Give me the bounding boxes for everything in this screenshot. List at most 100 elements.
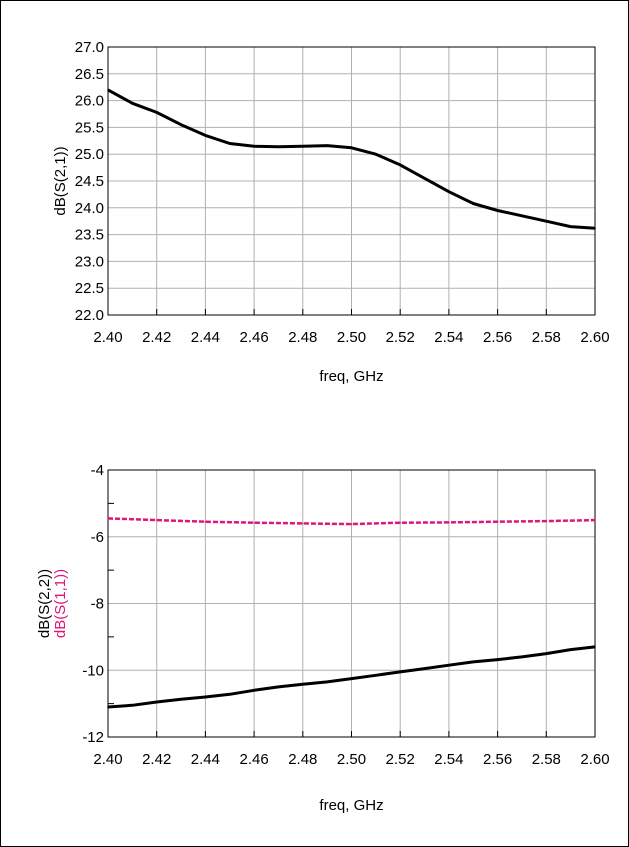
data-point [204,696,207,698]
data-point [155,519,158,521]
data-point [399,671,402,673]
data-point [472,202,475,205]
data-point [569,648,572,651]
data-point [448,664,450,667]
y-tick-label: 26.0 [75,93,104,110]
data-point [253,521,255,524]
data-point [253,145,255,147]
y-tick-label: -6 [91,529,104,546]
plot-border [107,469,596,738]
data-point [131,704,134,707]
data-point [350,677,353,680]
x-tick-label: 2.46 [239,751,268,768]
data-point [350,146,353,149]
x-tick-label: 2.50 [337,329,366,346]
x-tick-label: 2.52 [386,751,415,768]
data-point [423,667,426,670]
y-axis-label: dB(S(2,1)) [52,146,69,215]
x-tick-label: 2.56 [483,751,512,768]
data-point [155,701,158,703]
data-point [155,111,158,114]
y-tick-label: 24.0 [75,200,104,217]
data-point [228,693,231,696]
plot-border [107,46,596,316]
data-point [180,698,182,701]
data-point [569,225,572,228]
y-tick-label: 22.5 [75,280,104,297]
x-tick-label: 2.40 [93,329,122,346]
data-point [448,521,450,524]
x-tick-label: 2.42 [142,751,171,768]
data-point [496,520,499,523]
x-axis-label: freq, GHz [319,368,383,385]
x-tick-label: 2.48 [288,751,317,768]
data-point [350,523,353,525]
data-point [253,689,255,692]
data-point [472,661,475,663]
data-point [496,209,499,212]
data-point [521,215,523,217]
y-tick-label: 24.5 [75,173,104,190]
data-point [545,520,548,522]
y-tick-label: -8 [91,596,104,613]
x-tick-label: 2.58 [532,751,561,768]
x-tick-label: 2.54 [434,329,463,346]
y-axis-label-line: dB(S(1,1)) [52,569,69,638]
x-tick-label: 2.44 [191,751,220,768]
y-tick-label: -12 [82,729,104,746]
y-tick-label: 27.0 [75,39,104,56]
x-tick-label: 2.58 [532,329,561,346]
data-point [107,89,109,91]
y-axis-label-line: dB(S(2,2)) [36,569,53,638]
data-point [594,519,596,521]
data-point [545,220,548,222]
x-tick-label: 2.44 [191,329,220,346]
data-point [107,517,109,520]
x-tick-label: 2.52 [386,329,415,346]
data-point [180,123,182,126]
series-line-dbs11 [107,517,596,526]
x-tick-label: 2.56 [483,329,512,346]
x-tick-label: 2.46 [239,329,268,346]
x-axis-label: freq, GHz [319,797,383,814]
data-point [302,145,304,147]
data-point [302,522,304,525]
data-point [448,190,450,193]
x-tick-label: 2.60 [580,751,609,768]
y-tick-label: -4 [91,462,104,479]
data-point [375,674,377,677]
data-point [131,102,134,105]
data-point [594,646,596,648]
y-tick-label: 25.0 [75,146,104,163]
data-point [496,658,499,661]
data-point [399,521,402,524]
y-tick-label: 23.5 [75,227,104,244]
x-tick-label: 2.48 [288,329,317,346]
x-tick-label: 2.42 [142,329,171,346]
data-point [423,177,426,180]
data-point [545,652,548,655]
data-point [326,144,328,147]
x-tick-label: 2.54 [434,751,463,768]
x-tick-label: 2.40 [93,751,122,768]
y-tick-label: 23.0 [75,253,104,270]
data-point [375,153,377,155]
y-tick-label: 25.5 [75,119,104,136]
data-point [302,683,304,686]
data-point [204,520,207,523]
data-point [277,686,280,688]
data-point [399,164,402,166]
y-tick-label: 22.0 [75,307,104,324]
x-tick-label: 2.60 [580,329,609,346]
data-point [228,142,231,145]
data-point [326,681,328,683]
data-point [277,145,280,148]
data-point [204,134,207,137]
data-point [594,227,596,229]
chart-s21: 2.40 2.42 2.44 2.46 2.48 2.50 2.52 2.54 2.56 2.58… [52,39,610,385]
data-point [521,656,523,658]
y-tick-label: -10 [82,662,104,679]
x-tick-label: 2.50 [337,751,366,768]
